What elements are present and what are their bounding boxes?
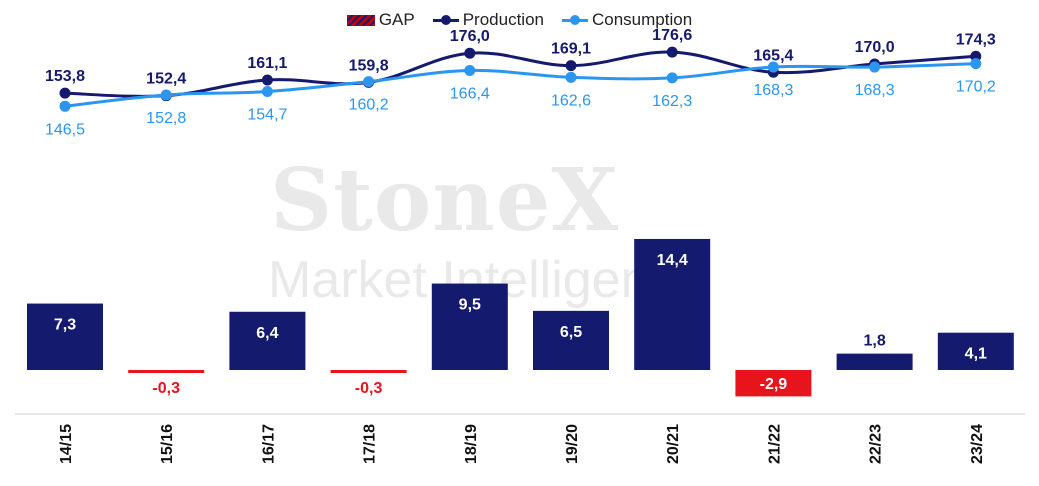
gap-bar [128,370,205,373]
gap-bar-label: -0,3 [355,380,383,397]
gap-bar-label: 9,5 [459,297,481,314]
legend-item-consumption: Consumption [562,10,692,30]
x-tick-label: 17/18 [362,424,379,464]
production-label: 161,1 [247,55,287,72]
gap-bar-label: 4,1 [965,346,987,363]
gap-bar-label: -2,9 [760,376,788,393]
gap-bar [330,370,407,373]
gap-bar [937,332,1014,370]
production-label: 176,0 [450,28,490,45]
consumption-point [767,61,779,73]
legend-consumption-label: Consumption [592,10,693,29]
production-label: 153,8 [45,68,85,85]
legend-production-swatch [432,14,459,26]
consumption-label: 170,2 [956,79,996,96]
consumption-label: 162,6 [551,92,591,109]
consumption-point [160,89,172,101]
consumption-point [666,72,678,84]
x-tick-label: 19/20 [564,424,581,464]
production-label: 152,4 [146,71,186,88]
consumption-point [970,58,982,70]
gap-bar-label: 1,8 [863,333,885,350]
production-label: 165,4 [753,47,793,64]
gap-bar [634,238,711,370]
legend-item-production: Production [432,10,544,30]
gap-bar [27,303,103,370]
gap-bar-label: -0,3 [152,380,180,397]
legend: GAP Production Consumption [0,10,1039,30]
consumption-label: 152,8 [146,110,186,127]
production-label: 174,3 [956,31,996,48]
gap-bar [431,283,508,370]
consumption-label: 146,5 [45,121,85,138]
production-point [464,47,476,59]
consumption-point [363,76,375,88]
x-tick-label: 21/22 [766,424,783,464]
legend-item-gap: GAP [346,10,415,30]
consumption-point [869,61,881,73]
x-tick-label: 23/24 [969,424,986,464]
gap-bar-label: 7,3 [54,317,76,334]
gap-bar-label: 6,4 [256,325,278,342]
gap-bar-label: 6,5 [560,324,582,341]
consumption-line [64,62,976,108]
consumption-label: 168,3 [855,82,895,99]
gap-bar [533,310,609,370]
consumption-label: 162,3 [652,93,692,110]
legend-gap-swatch [346,14,375,26]
production-label: 170,0 [855,39,895,56]
production-line [64,50,976,98]
consumption-point [261,86,273,98]
x-tick-label: 14/15 [58,424,75,464]
consumption-label: 166,4 [450,85,490,102]
x-tick-label: 18/19 [463,424,480,464]
production-point [261,74,273,86]
legend-consumption-swatch [562,14,588,26]
gap-bar [735,370,812,397]
x-tick-label: 22/23 [868,424,885,464]
x-tick-label: 16/17 [260,424,277,464]
consumption-label: 154,7 [247,107,287,124]
production-label: 169,1 [551,41,591,58]
production-point [565,60,577,72]
x-tick-label: 20/21 [665,424,682,464]
gap-bar-label: 14,4 [657,252,688,269]
production-label: 176,6 [652,27,692,44]
x-tick-label: 15/16 [159,424,176,464]
gap-bar [836,353,913,370]
production-label: 159,8 [349,57,389,74]
consumption-point [565,71,577,83]
consumption-label: 168,3 [753,82,793,99]
production-point [666,46,678,58]
production-point [59,87,71,99]
legend-production-label: Production [462,10,544,29]
consumption-label: 160,2 [349,97,389,114]
consumption-point [59,100,71,112]
legend-gap-label: GAP [378,10,415,29]
gap-bar [229,311,306,370]
watermark-brand: StoneX [270,150,620,251]
consumption-point [464,64,476,76]
